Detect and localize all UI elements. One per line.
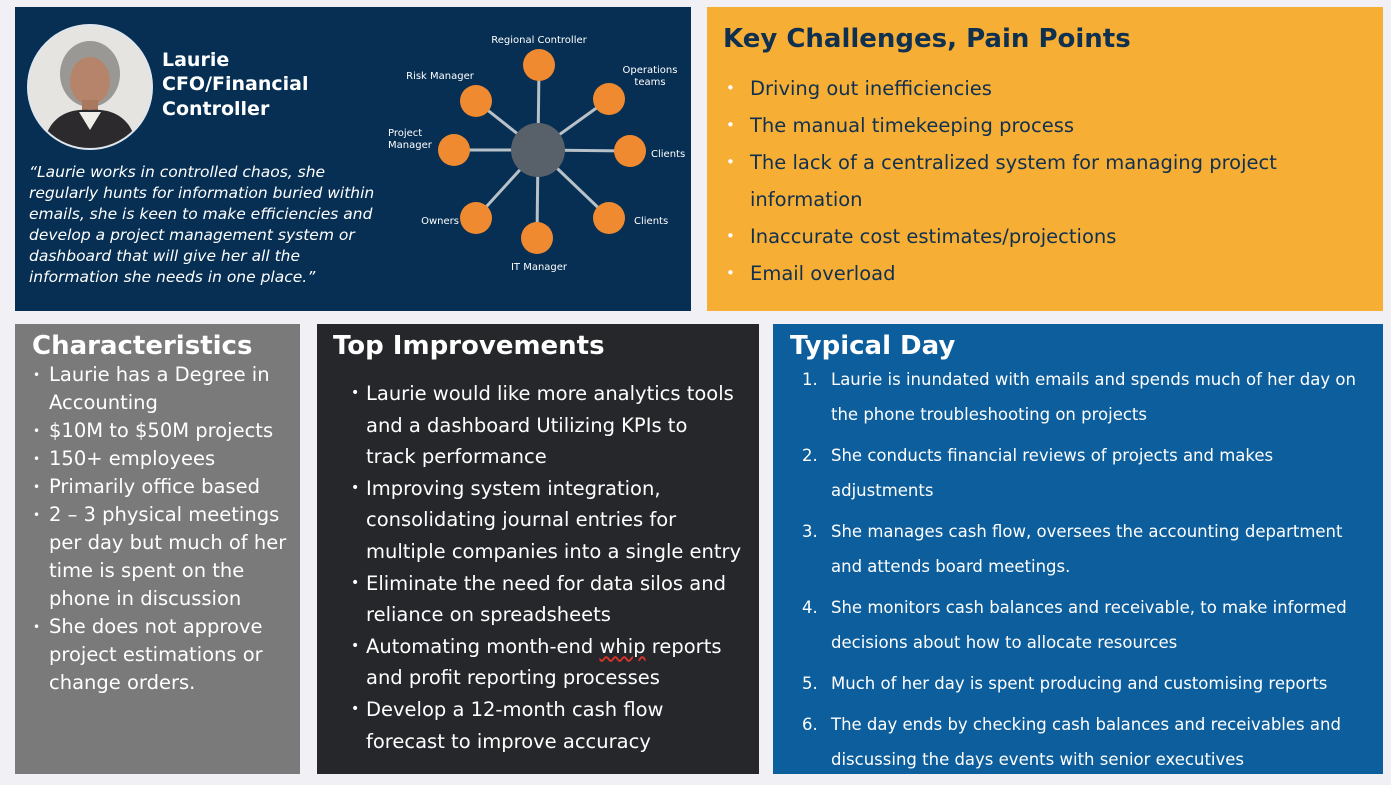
characteristics-list: Laurie has a Degree in Accounting $10M t… (29, 361, 291, 697)
list-item: The lack of a centralized system for man… (723, 144, 1363, 218)
network-node (593, 202, 625, 234)
item-text: She conducts financial reviews of projec… (831, 446, 1274, 500)
list-item: $10M to $50M projects (29, 417, 291, 445)
item-number: 1. (802, 370, 818, 389)
list-item: 5. Much of her day is spent producing and… (793, 666, 1373, 701)
network-node-label: Project Manager (388, 128, 433, 151)
list-item: She does not approve project estimations… (29, 613, 291, 697)
item-number: 4. (802, 598, 818, 617)
item-text: The day ends by checking cash balances a… (831, 715, 1341, 769)
avatar (27, 24, 153, 150)
network-node (460, 85, 492, 117)
person-photo-icon (29, 26, 151, 148)
stakeholder-network-diagram: Regional Controller Operations teams Client… (388, 35, 685, 273)
list-item: 3. She manages cash flow, oversees the ac… (793, 514, 1373, 584)
list-item: 6. The day ends by checking cash balances… (793, 707, 1373, 774)
network-node-label: Owners (421, 216, 459, 227)
network-hub (511, 123, 565, 177)
typical-day-panel: Typical Day 1. Laurie is inundated with e… (773, 324, 1383, 774)
item-number: 6. (802, 715, 818, 734)
list-item: Laurie has a Degree in Accounting (29, 361, 291, 417)
challenges-title: Key Challenges, Pain Points (723, 24, 1131, 54)
list-item: Eliminate the need for data silos and re… (351, 568, 743, 631)
network-node-label: Clients (634, 216, 668, 227)
list-item-text: Automating month-end (366, 634, 600, 658)
improvements-panel: Top Improvements Laurie would like more … (317, 324, 759, 774)
list-item: 1. Laurie is inundated with emails and sp… (793, 362, 1373, 432)
characteristics-title: Characteristics (32, 331, 253, 361)
list-item: Inaccurate cost estimates/projections (723, 218, 1363, 255)
network-node (523, 49, 555, 81)
network-node (460, 202, 492, 234)
list-item: The manual timekeeping process (723, 107, 1363, 144)
typical-day-list: 1. Laurie is inundated with emails and sp… (793, 362, 1373, 774)
network-node-label: Operations teams (623, 65, 678, 88)
list-item: Primarily office based (29, 473, 291, 501)
network-node (593, 83, 625, 115)
item-text: She manages cash flow, oversees the acco… (831, 522, 1343, 576)
network-node (438, 134, 470, 166)
network-node (521, 222, 553, 254)
network-node-label: Clients (651, 149, 685, 160)
challenges-panel: Key Challenges, Pain Points Driving out … (707, 7, 1383, 311)
list-item: Automating month-end whip reports and pr… (351, 631, 743, 694)
list-item: Laurie would like more analytics tools a… (351, 378, 743, 473)
persona-name: Laurie (162, 49, 230, 71)
typical-day-title: Typical Day (790, 331, 956, 361)
list-item: Develop a 12-month cash flow forecast to… (351, 694, 743, 757)
item-text: Much of her day is spent producing and c… (831, 674, 1328, 693)
network-node (614, 135, 646, 167)
persona-role: CFO/Financial Controller (162, 73, 309, 120)
persona-profile-panel: Laurie CFO/Financial Controller “Laurie … (15, 7, 691, 311)
spellcheck-flagged-word: whip (599, 634, 646, 658)
network-node-label: IT Manager (511, 262, 568, 273)
list-item-text: reports and profit reporting processes (366, 634, 722, 690)
item-text: Laurie is inundated with emails and spen… (831, 370, 1356, 424)
list-item: 4. She monitors cash balances and receiva… (793, 590, 1373, 660)
item-number: 5. (802, 674, 818, 693)
list-item: 2 – 3 physical meetings per day but much… (29, 501, 291, 613)
list-item: Email overload (723, 255, 1363, 292)
improvements-list: Laurie would like more analytics tools a… (351, 378, 743, 757)
characteristics-panel: Characteristics Laurie has a Degree in A… (15, 324, 300, 774)
network-node-label: Regional Controller (491, 35, 587, 46)
network-node-label: Risk Manager (406, 71, 475, 82)
challenges-list: Driving out inefficiencies The manual ti… (723, 70, 1363, 292)
persona-quote: “Laurie works in controlled chaos, she r… (29, 163, 375, 286)
item-number: 3. (802, 522, 818, 541)
list-item: 2. She conducts financial reviews of proj… (793, 438, 1373, 508)
improvements-title: Top Improvements (333, 331, 605, 361)
list-item: 150+ employees (29, 445, 291, 473)
list-item: Improving system integration, consolidat… (351, 473, 743, 568)
list-item: Driving out inefficiencies (723, 70, 1363, 107)
item-number: 2. (802, 446, 818, 465)
item-text: She monitors cash balances and receivabl… (831, 598, 1347, 652)
